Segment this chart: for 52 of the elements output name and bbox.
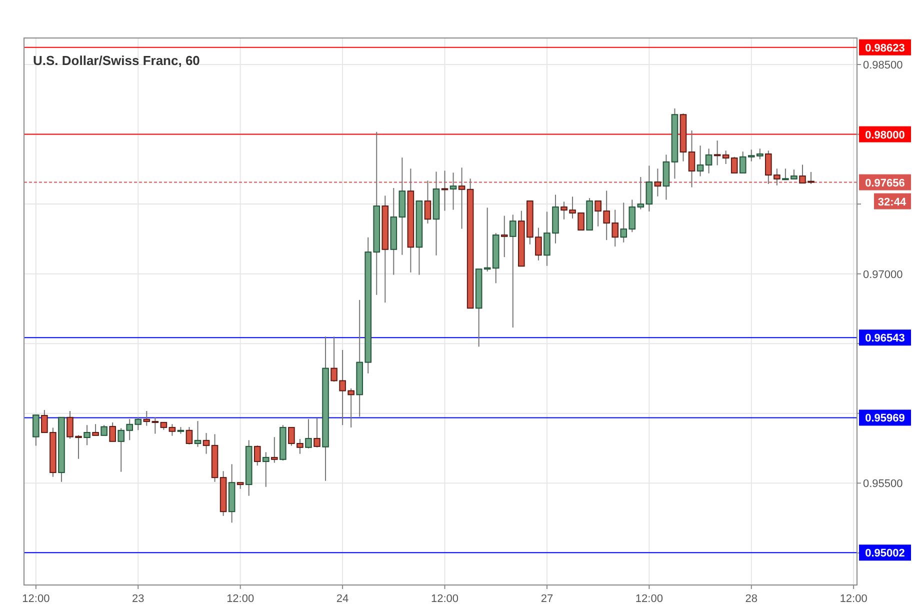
candlestick [637, 176, 644, 210]
x-tick-label: 28 [745, 593, 758, 605]
candlestick [100, 424, 108, 436]
candlestick [458, 167, 466, 230]
candlestick [152, 416, 159, 434]
x-tick-label: 27 [540, 593, 554, 605]
candlestick [696, 145, 704, 177]
candlestick [688, 130, 696, 188]
ref-line-label: 0.96543 [865, 332, 905, 345]
candlestick [305, 418, 312, 449]
ref-line-label: 0.98000 [865, 129, 905, 142]
candlestick [484, 207, 491, 272]
x-tick-label: 23 [132, 593, 144, 605]
x-tick-label: 12:00 [430, 593, 459, 605]
x-tick-label: 12:00 [635, 593, 663, 605]
y-tick-label: 0.95500 [863, 478, 903, 490]
candlestick [722, 150, 730, 165]
candlestick [168, 424, 176, 436]
x-tick-label: 12:00 [840, 593, 868, 605]
candlestick [254, 444, 261, 466]
x-tick-label: 24 [336, 593, 349, 605]
candlestick [143, 410, 150, 426]
candlestick [92, 424, 99, 436]
y-tick-label: 0.97000 [863, 268, 903, 281]
y-tick-label: 0.98500 [863, 60, 903, 72]
candlestick [202, 432, 210, 454]
x-tick-label: 12:00 [22, 593, 50, 605]
candlestick [194, 420, 202, 448]
candlestick [646, 165, 653, 212]
ref-line-label: 0.98623 [865, 42, 905, 54]
candlestick [730, 156, 738, 174]
candlestick [271, 436, 278, 464]
candlestick [186, 426, 193, 445]
candlestick [714, 140, 721, 166]
text: U.S. Dollar/Swiss Franc, 60 [33, 53, 200, 68]
candlestick [32, 414, 40, 446]
x-tick-label: 12:00 [226, 593, 254, 605]
ref-line-label: 0.97656 [865, 177, 905, 190]
candlestick [654, 168, 662, 197]
text: 32:44 [878, 196, 907, 208]
candlestick [109, 422, 116, 442]
candlestick [84, 424, 90, 446]
ref-line-label: 0.95002 [865, 548, 905, 560]
candlestick [450, 172, 457, 210]
candlestick [510, 214, 516, 328]
candlestick [500, 215, 508, 258]
candlestick [262, 452, 270, 488]
candlestick [314, 418, 320, 448]
candlestick [705, 148, 712, 174]
candlestick [424, 180, 432, 224]
candlestick [441, 170, 448, 212]
ref-line-label: 0.95969 [865, 412, 905, 425]
